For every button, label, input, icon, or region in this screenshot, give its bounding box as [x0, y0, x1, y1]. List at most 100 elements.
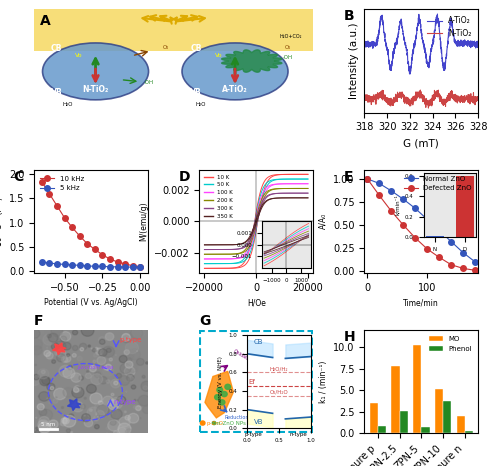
N-TiO₂	[440, 99, 446, 104]
Circle shape	[96, 415, 100, 418]
A-TiO₂	[452, 40, 458, 45]
Circle shape	[72, 330, 78, 335]
5 kHz	[122, 264, 128, 270]
Circle shape	[106, 427, 109, 430]
Text: 5 nm: 5 nm	[41, 422, 56, 427]
Circle shape	[72, 387, 84, 398]
Circle shape	[35, 364, 37, 366]
Circle shape	[95, 425, 99, 429]
Normal ZnO	[448, 239, 454, 245]
Circle shape	[122, 336, 130, 343]
Circle shape	[136, 406, 141, 411]
X-axis label: Time/min: Time/min	[404, 298, 439, 308]
Circle shape	[47, 398, 48, 399]
Circle shape	[110, 420, 116, 425]
10 kHz	[92, 247, 98, 252]
Circle shape	[81, 325, 94, 336]
Circle shape	[97, 405, 109, 416]
Circle shape	[106, 348, 111, 352]
Line: A-TiO₂: A-TiO₂	[365, 14, 478, 74]
N-TiO₂	[475, 97, 481, 103]
Legend: 10 K, 50 K, 100 K, 200 K, 300 K, 350 K: 10 K, 50 K, 100 K, 200 K, 300 K, 350 K	[202, 172, 235, 221]
10 kHz	[39, 179, 45, 185]
Circle shape	[108, 420, 120, 431]
Text: O₂: O₂	[163, 45, 169, 49]
Defected ZnO	[412, 235, 418, 241]
5 kHz	[100, 264, 105, 269]
Circle shape	[114, 381, 118, 385]
Circle shape	[128, 413, 139, 423]
Text: H₂O: H₂O	[196, 102, 206, 107]
Circle shape	[37, 404, 44, 410]
Circle shape	[87, 407, 100, 418]
Circle shape	[102, 346, 115, 357]
Circle shape	[132, 325, 145, 338]
Circle shape	[122, 374, 131, 382]
Circle shape	[134, 399, 136, 401]
Circle shape	[124, 350, 129, 355]
Circle shape	[30, 339, 42, 350]
A-TiO₂	[440, 60, 446, 65]
Normal ZnO	[460, 250, 466, 255]
Circle shape	[102, 366, 103, 367]
Circle shape	[105, 364, 112, 370]
Text: D: D	[179, 170, 190, 184]
Circle shape	[124, 411, 126, 413]
Defected ZnO	[448, 262, 454, 267]
Normal ZnO	[412, 206, 418, 211]
Circle shape	[61, 356, 68, 363]
Defected ZnO	[388, 208, 394, 214]
Text: VB: VB	[190, 88, 202, 96]
Circle shape	[33, 374, 40, 380]
Circle shape	[106, 406, 109, 409]
Line: 5 kHz: 5 kHz	[39, 259, 143, 270]
Circle shape	[61, 421, 66, 426]
Circle shape	[61, 418, 67, 424]
Polygon shape	[67, 399, 81, 411]
Circle shape	[79, 376, 83, 380]
Circle shape	[39, 391, 49, 401]
Circle shape	[38, 396, 39, 397]
Circle shape	[81, 404, 85, 409]
Circle shape	[62, 418, 69, 424]
Circle shape	[117, 400, 118, 401]
Circle shape	[74, 386, 81, 392]
5 kHz	[39, 259, 45, 265]
Bar	[400, 411, 408, 433]
5 kHz	[77, 262, 82, 268]
Circle shape	[39, 422, 50, 433]
Circle shape	[38, 369, 49, 379]
Circle shape	[73, 387, 79, 392]
Text: VB: VB	[51, 88, 62, 96]
Text: Vo: Vo	[75, 54, 82, 58]
Normal ZnO	[436, 228, 442, 233]
Circle shape	[120, 414, 121, 416]
10 kHz	[100, 252, 105, 258]
Circle shape	[105, 333, 113, 340]
Defected ZnO	[400, 222, 406, 228]
Polygon shape	[205, 371, 233, 418]
Circle shape	[40, 377, 50, 386]
Circle shape	[57, 354, 65, 362]
Circle shape	[84, 397, 86, 399]
Circle shape	[131, 328, 143, 339]
Text: n-ZnO NPs: n-ZnO NPs	[218, 421, 246, 426]
Circle shape	[137, 350, 138, 351]
Circle shape	[97, 371, 100, 374]
Circle shape	[217, 387, 223, 392]
Circle shape	[72, 354, 76, 357]
Circle shape	[222, 391, 227, 397]
Circle shape	[57, 349, 66, 357]
Bar	[465, 431, 473, 433]
Normal ZnO	[400, 196, 406, 202]
Circle shape	[49, 420, 58, 429]
Circle shape	[96, 411, 104, 418]
Y-axis label: M/(emu/g): M/(emu/g)	[139, 201, 148, 241]
Bar	[369, 403, 378, 433]
Circle shape	[126, 374, 134, 381]
Text: n-type: n-type	[114, 399, 136, 405]
Circle shape	[118, 423, 131, 435]
Text: N-TiO₂: N-TiO₂	[82, 85, 109, 95]
Circle shape	[111, 393, 114, 396]
Y-axis label: A/A₀: A/A₀	[319, 213, 327, 229]
